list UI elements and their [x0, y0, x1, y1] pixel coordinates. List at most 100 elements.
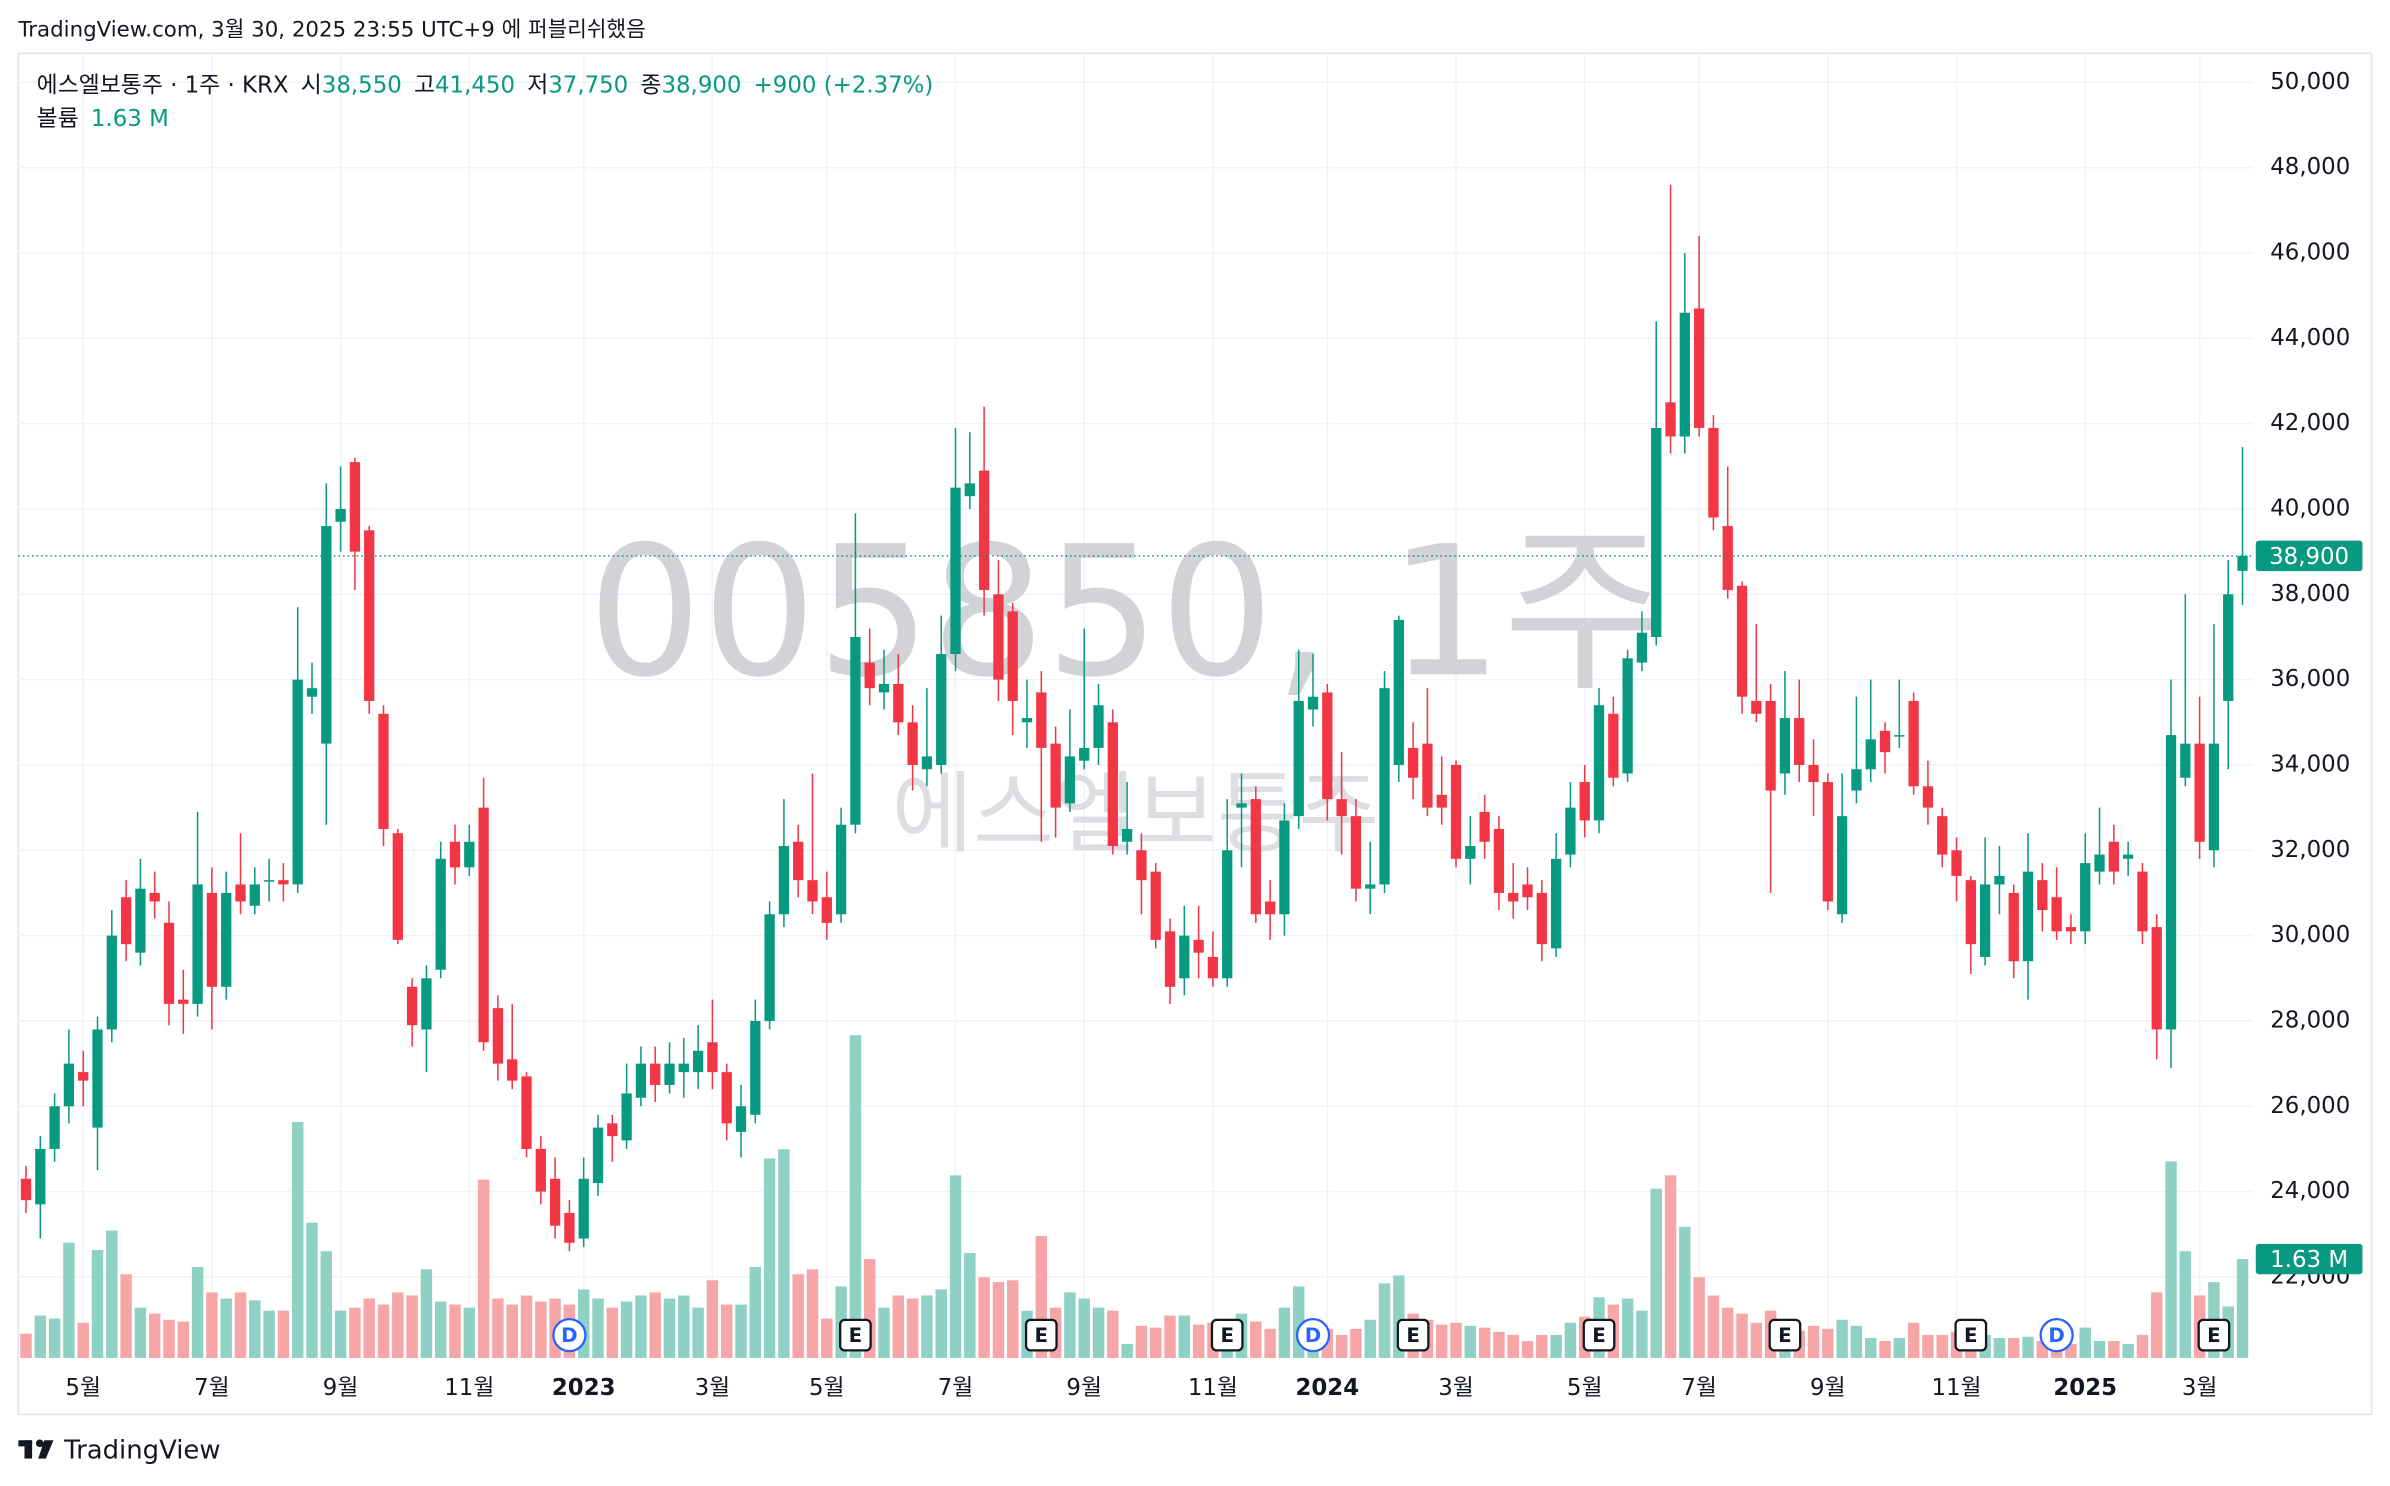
volume-bar [1478, 1327, 1491, 1358]
volume-bar [749, 1266, 762, 1358]
event-label: E [2207, 1324, 2221, 1347]
candle-body [278, 880, 289, 885]
candle-body [1179, 935, 1190, 979]
volume-bar [2122, 1344, 2134, 1358]
volume-bar [2165, 1161, 2177, 1358]
candle-body [564, 1212, 575, 1243]
candle-body [993, 594, 1004, 680]
volume-bar [234, 1292, 247, 1358]
x-tick-label: 9월 [1066, 1375, 1102, 1401]
volume-bar [463, 1307, 476, 1358]
candle-body [1036, 692, 1047, 748]
volume-bar [148, 1313, 161, 1358]
candle-body [635, 1063, 647, 1098]
candle-body [1779, 718, 1791, 774]
candle-body [1751, 700, 1762, 714]
volume-bar [878, 1307, 890, 1358]
event-marker: D [2039, 1317, 2074, 1353]
volume-bar [363, 1298, 375, 1358]
volume-bar [2079, 1327, 2091, 1358]
logo-shape [35, 1439, 44, 1448]
y-tick-label: 40,000 [2270, 495, 2350, 521]
volume-bar [1507, 1334, 1519, 1358]
event-label: E [1592, 1324, 1606, 1347]
candle-body [964, 483, 975, 497]
candle-body [120, 897, 132, 945]
volume-bar [1135, 1325, 1148, 1358]
candle-body [192, 884, 203, 1004]
candle-body [149, 892, 160, 902]
candle-body [2022, 871, 2034, 962]
volume-bar [2022, 1336, 2034, 1358]
volume-bar [1250, 1321, 1262, 1358]
candle-body [1193, 939, 1204, 953]
volume-bar [291, 1121, 304, 1358]
event-badge [1396, 1318, 1430, 1352]
x-tick-label: 9월 [323, 1375, 359, 1401]
event-label: E [1778, 1324, 1792, 1347]
candle-body [421, 978, 432, 1030]
event-marker: E [1954, 1318, 1988, 1352]
y-tick-label: 30,000 [2270, 922, 2350, 948]
y-tick-label: 32,000 [2270, 837, 2350, 863]
volume-bar [2179, 1251, 2192, 1358]
volume-bar [2093, 1340, 2106, 1358]
x-tick-label: 3월 [2182, 1375, 2218, 1401]
candle-body [1679, 312, 1690, 437]
volume-bar [921, 1295, 933, 1358]
candle-body [721, 1072, 732, 1124]
volume-bar [706, 1280, 719, 1358]
candle-body [20, 1178, 32, 1201]
candle-body [1894, 735, 1905, 737]
volume-bar [635, 1295, 647, 1358]
volume-bar [2136, 1334, 2149, 1358]
candle-body [1550, 858, 1562, 949]
volume-bar [1807, 1325, 1820, 1358]
legend-key: 시 [301, 72, 322, 98]
volume-bar [506, 1304, 518, 1358]
volume-bar [1350, 1328, 1362, 1358]
volume-bar [849, 1035, 862, 1358]
watermark-subtitle: 에스엘보통주 [892, 762, 1380, 865]
volume-bar [663, 1298, 676, 1358]
candle-body [1322, 692, 1333, 800]
candle-body [263, 880, 275, 882]
event-label: E [1406, 1324, 1420, 1347]
volume-bar [1192, 1324, 1205, 1358]
volume-bar [206, 1292, 218, 1358]
event-label: E [1964, 1324, 1978, 1347]
x-tick-label: 3월 [1438, 1375, 1474, 1401]
candle-body [1822, 782, 1833, 902]
volume-bar [1378, 1283, 1391, 1358]
candle-body [235, 884, 246, 902]
candle-body [1479, 811, 1490, 842]
candle-body [478, 807, 489, 1043]
legend-key: 고 [414, 72, 435, 98]
candle-body [464, 841, 475, 868]
volume-bar [48, 1318, 61, 1358]
candle-body [2065, 927, 2077, 932]
volume-bar [20, 1333, 32, 1358]
volume-bar [1092, 1307, 1105, 1358]
candle-body [921, 756, 933, 770]
volume-bar [91, 1249, 104, 1358]
candle-body [607, 1123, 618, 1137]
volume-bar [863, 1259, 876, 1358]
volume-bar [2151, 1292, 2163, 1358]
candle-body [335, 508, 346, 522]
candle-body [1450, 764, 1462, 859]
volume-bar [120, 1274, 132, 1358]
candle-body [378, 713, 389, 829]
volume-bar [935, 1289, 947, 1358]
candle-body [406, 986, 418, 1026]
candle-body [1336, 799, 1347, 817]
volume-bar [1893, 1337, 1906, 1358]
candle-body [793, 841, 804, 881]
candle-body [850, 636, 861, 825]
volume-bar [420, 1269, 433, 1358]
candle-body [1908, 700, 1919, 787]
event-badge [1768, 1318, 1802, 1352]
volume-bar [1922, 1334, 1934, 1358]
volume-bar [377, 1304, 390, 1358]
